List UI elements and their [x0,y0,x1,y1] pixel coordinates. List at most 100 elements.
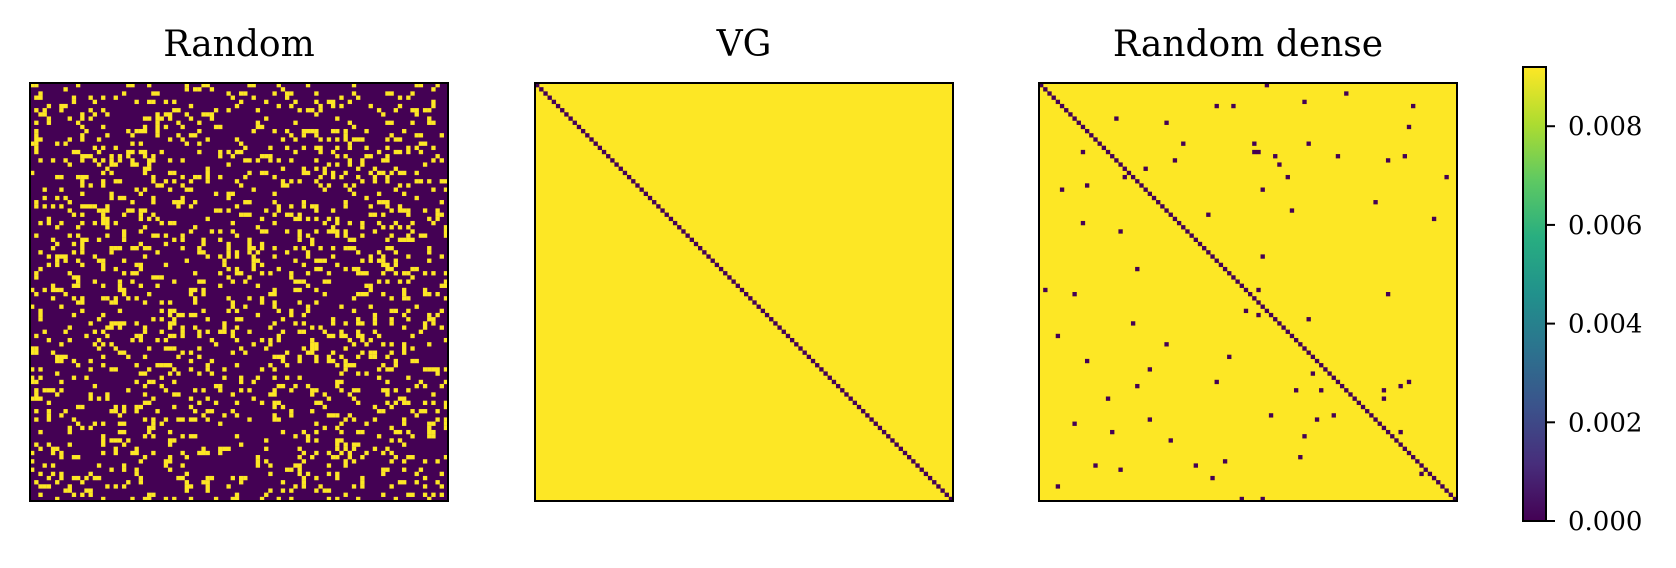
heatmap-cell [180,350,185,355]
heatmap-cell [551,99,557,105]
heatmap-cell [385,237,390,242]
heatmap-cell [1210,475,1215,481]
heatmap-cell [121,429,127,435]
heatmap-cell [330,128,336,134]
heatmap-cell [297,329,302,334]
heatmap-cell [30,83,35,88]
heatmap-cell [314,475,319,481]
heatmap-cell [769,317,774,322]
heatmap-cell [159,375,164,380]
heatmap-cell [1235,279,1240,284]
heatmap-cell [188,287,194,293]
heatmap-cell [222,446,227,451]
heatmap-cell [30,375,35,380]
heatmap-cell [335,220,340,226]
heatmap-cell [385,392,390,397]
heatmap-cell [756,304,761,309]
heatmap-cell [151,179,156,184]
heatmap-cell [314,216,319,222]
heatmap-cell [63,87,68,92]
heatmap-cell [259,296,265,301]
heatmap-cell [443,179,449,184]
heatmap-cell [376,170,382,176]
heatmap-cell [347,246,353,251]
heatmap-cell [343,442,348,447]
heatmap-cell [360,179,365,184]
heatmap-cell [38,429,43,435]
heatmap-cell [314,158,319,163]
heatmap-cell [1256,312,1261,318]
heatmap-cell [368,354,373,360]
heatmap-cell [117,308,123,314]
heatmap-cell [147,292,152,297]
heatmap-cell [180,434,185,439]
heatmap-cell [197,141,202,146]
heatmap-cell [268,325,273,330]
heatmap-cell [134,404,139,410]
heatmap-cell [67,325,72,330]
heatmap-cell [80,480,85,485]
heatmap-cell [360,321,365,326]
heatmap-cell [305,128,311,134]
heatmap-cell [105,220,110,226]
heatmap-cell [443,425,449,431]
heatmap-cell [376,434,382,439]
heatmap-cell [343,459,348,464]
heatmap-cell [368,170,373,176]
heatmap-cell [427,216,432,222]
heatmap-cell [180,312,185,318]
heatmap-cell [1130,321,1136,326]
heatmap-cell [42,388,47,393]
heatmap-cell [368,204,373,209]
heatmap-cell [188,350,194,355]
heatmap-cell [230,409,235,414]
heatmap-cell [138,262,144,268]
heatmap-cell [376,149,382,155]
heatmap-cell [96,237,102,242]
heatmap-cell [255,158,261,163]
heatmap-cell [347,145,353,151]
heatmap-cell [155,250,160,255]
heatmap-cell [121,321,127,326]
heatmap-cell [289,409,294,414]
heatmap-cell [276,400,281,406]
heatmap-cell [385,446,390,451]
heatmap-cell [1306,317,1311,322]
heatmap-cell [318,266,323,272]
heatmap-cell [138,212,144,217]
heatmap-cell [1444,174,1449,180]
heatmap-cell [301,321,307,326]
heatmap-cell [1427,471,1433,477]
heatmap-cell [389,266,394,272]
heatmap-cell [138,283,144,288]
heatmap-cell [385,467,390,472]
heatmap-cell [389,246,394,251]
heatmap-cell [314,358,319,364]
heatmap-cell [393,388,398,393]
heatmap-cell [276,83,281,88]
heatmap-cell [264,492,269,497]
heatmap-cell [205,170,210,176]
heatmap-cell [389,317,394,322]
heatmap-cell [1214,379,1219,385]
heatmap-cell [330,254,336,259]
heatmap-cell [130,450,135,456]
heatmap-cell [259,262,265,268]
heatmap-cell [339,354,344,360]
heatmap-cell [343,358,348,364]
heatmap-cell [80,116,85,121]
heatmap-cell [1084,183,1090,188]
heatmap-cell [259,337,265,343]
heatmap-cell [243,350,248,355]
heatmap-cell [205,254,210,259]
heatmap-cell [71,312,77,318]
heatmap-cell [142,329,148,334]
heatmap-cell [239,346,244,351]
heatmap-cell [289,271,294,276]
heatmap-cell [151,379,156,385]
heatmap-cell [364,128,369,134]
heatmap-cell [356,266,361,272]
heatmap-cell [230,350,235,355]
heatmap-cell [138,266,144,272]
heatmap-cell [284,467,290,472]
